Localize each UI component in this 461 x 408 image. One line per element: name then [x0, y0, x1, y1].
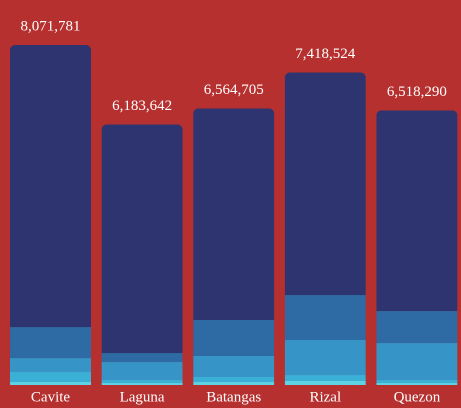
bar-segment — [101, 353, 183, 363]
total-label: 6,564,705 — [204, 82, 264, 98]
bar-segment — [193, 376, 275, 383]
bar-segment — [10, 358, 91, 373]
bar-segment — [284, 72, 366, 296]
total-label: 6,518,290 — [387, 84, 447, 100]
bar-segment — [193, 108, 275, 320]
x-tick-label: Cavite — [31, 389, 70, 405]
bar-segment — [376, 383, 458, 385]
x-tick-label: Batangas — [206, 389, 261, 405]
bar-segment — [284, 375, 366, 381]
bar-segment — [101, 383, 183, 385]
x-tick-label: Laguna — [120, 389, 165, 405]
bar-segment — [193, 355, 275, 377]
total-label: 7,418,524 — [295, 46, 356, 62]
bar-segment — [101, 124, 183, 354]
bar-segment — [193, 319, 275, 356]
x-tick-label: Quezon — [394, 389, 441, 405]
bar-segment — [101, 362, 183, 381]
bar-segment — [10, 372, 91, 383]
bar-segment — [101, 380, 183, 384]
bar-segment — [376, 110, 458, 312]
bar-segment — [376, 311, 458, 344]
bar-group — [193, 108, 275, 385]
bar-segment — [376, 343, 458, 381]
x-tick-label: Rizal — [309, 389, 341, 405]
bar-segment — [376, 380, 458, 384]
bar-group — [101, 124, 183, 385]
bar-segment — [284, 380, 366, 385]
bar-segment — [193, 382, 275, 385]
bar-segment — [10, 45, 91, 328]
bar-segment — [284, 340, 366, 376]
bar-segment — [284, 295, 366, 341]
total-label: 8,071,781 — [21, 18, 81, 34]
total-label: 6,183,642 — [112, 98, 172, 114]
bar-segment — [10, 382, 91, 385]
bar-group — [376, 110, 458, 385]
bar-group — [284, 72, 366, 385]
bar-segment — [10, 327, 91, 359]
bar-group — [10, 45, 91, 385]
